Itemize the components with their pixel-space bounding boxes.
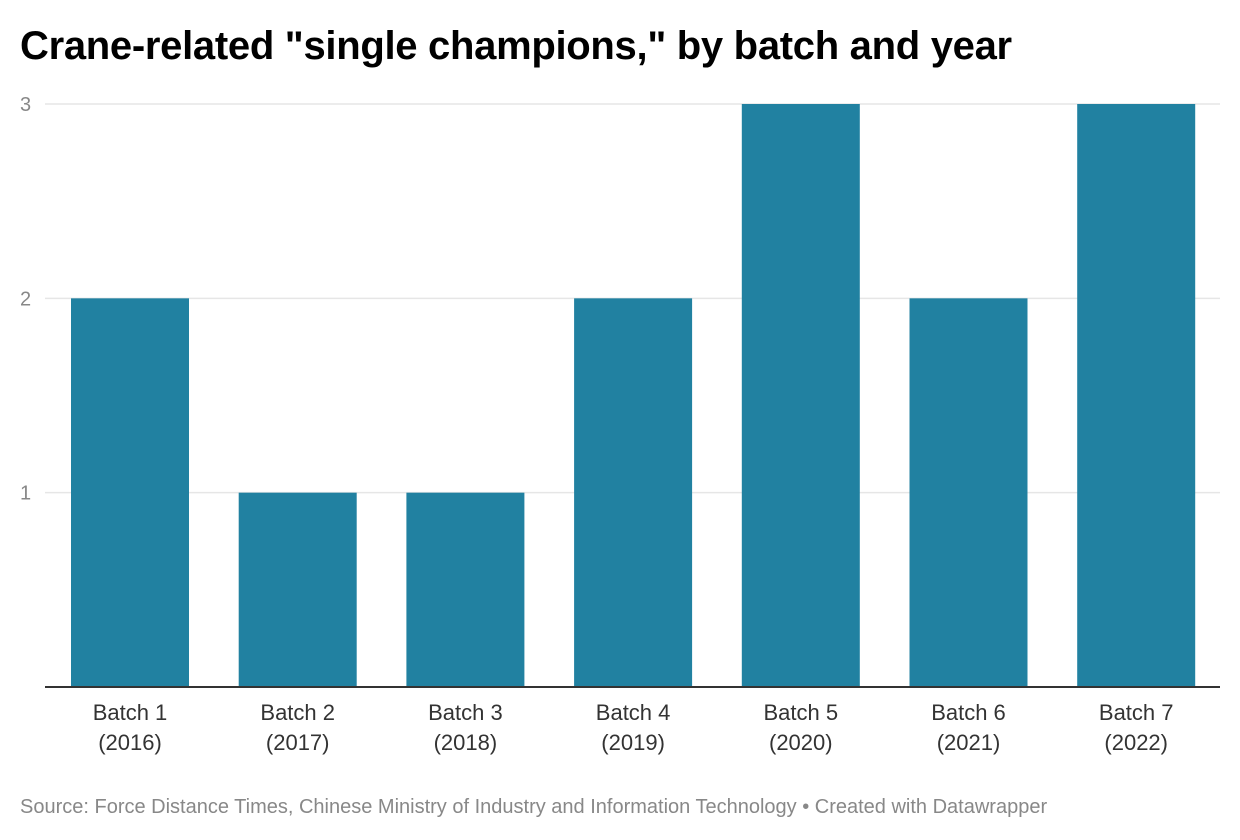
bar <box>574 298 693 687</box>
x-axis-tick-labels: Batch 1(2016)Batch 2(2017)Batch 3(2018)B… <box>93 700 1174 755</box>
x-tick-label-year: (2018) <box>434 730 498 755</box>
bar <box>238 492 357 687</box>
y-tick-label: 1 <box>20 483 31 505</box>
source-note: Source: Force Distance Times, Chinese Mi… <box>20 796 1048 818</box>
x-tick-label-year: (2022) <box>1104 730 1168 755</box>
bar <box>741 104 860 687</box>
bars <box>71 104 1196 687</box>
bar <box>406 492 525 687</box>
x-tick-label-year: (2016) <box>98 730 162 755</box>
x-tick-label-batch: Batch 3 <box>428 700 503 725</box>
x-tick-label: Batch 7 (2022) <box>1099 700 1174 755</box>
x-tick-label-year: (2021) <box>937 730 1001 755</box>
x-tick-label-batch: Batch 1 <box>93 700 168 725</box>
x-tick-label-batch: Batch 7 <box>1099 700 1174 725</box>
x-tick-label-batch: Batch 5 <box>763 700 838 725</box>
x-tick-label-batch: Batch 2 <box>260 700 335 725</box>
bar <box>1077 104 1196 687</box>
x-tick-label: Batch 3 (2018) <box>428 700 503 755</box>
x-tick-label: Batch 1 (2016) <box>93 700 168 755</box>
x-tick-label: Batch 5 (2020) <box>763 700 838 755</box>
chart-title: Crane-related "single champions," by bat… <box>20 24 1012 68</box>
x-tick-label: Batch 6 (2021) <box>931 700 1006 755</box>
x-tick-label-year: (2020) <box>769 730 833 755</box>
bar <box>71 298 189 687</box>
bar <box>909 298 1028 687</box>
x-tick-label-year: (2017) <box>266 730 330 755</box>
x-tick-label: Batch 2 (2017) <box>260 700 335 755</box>
x-tick-label-batch: Batch 6 <box>931 700 1006 725</box>
x-tick-label-year: (2019) <box>601 730 665 755</box>
y-tick-label: 2 <box>20 288 31 310</box>
y-tick-label: 3 <box>20 94 31 116</box>
x-tick-label-batch: Batch 4 <box>596 700 671 725</box>
x-tick-label: Batch 4 (2019) <box>596 700 671 755</box>
y-axis-tick-labels: 1 2 3 <box>20 94 31 505</box>
